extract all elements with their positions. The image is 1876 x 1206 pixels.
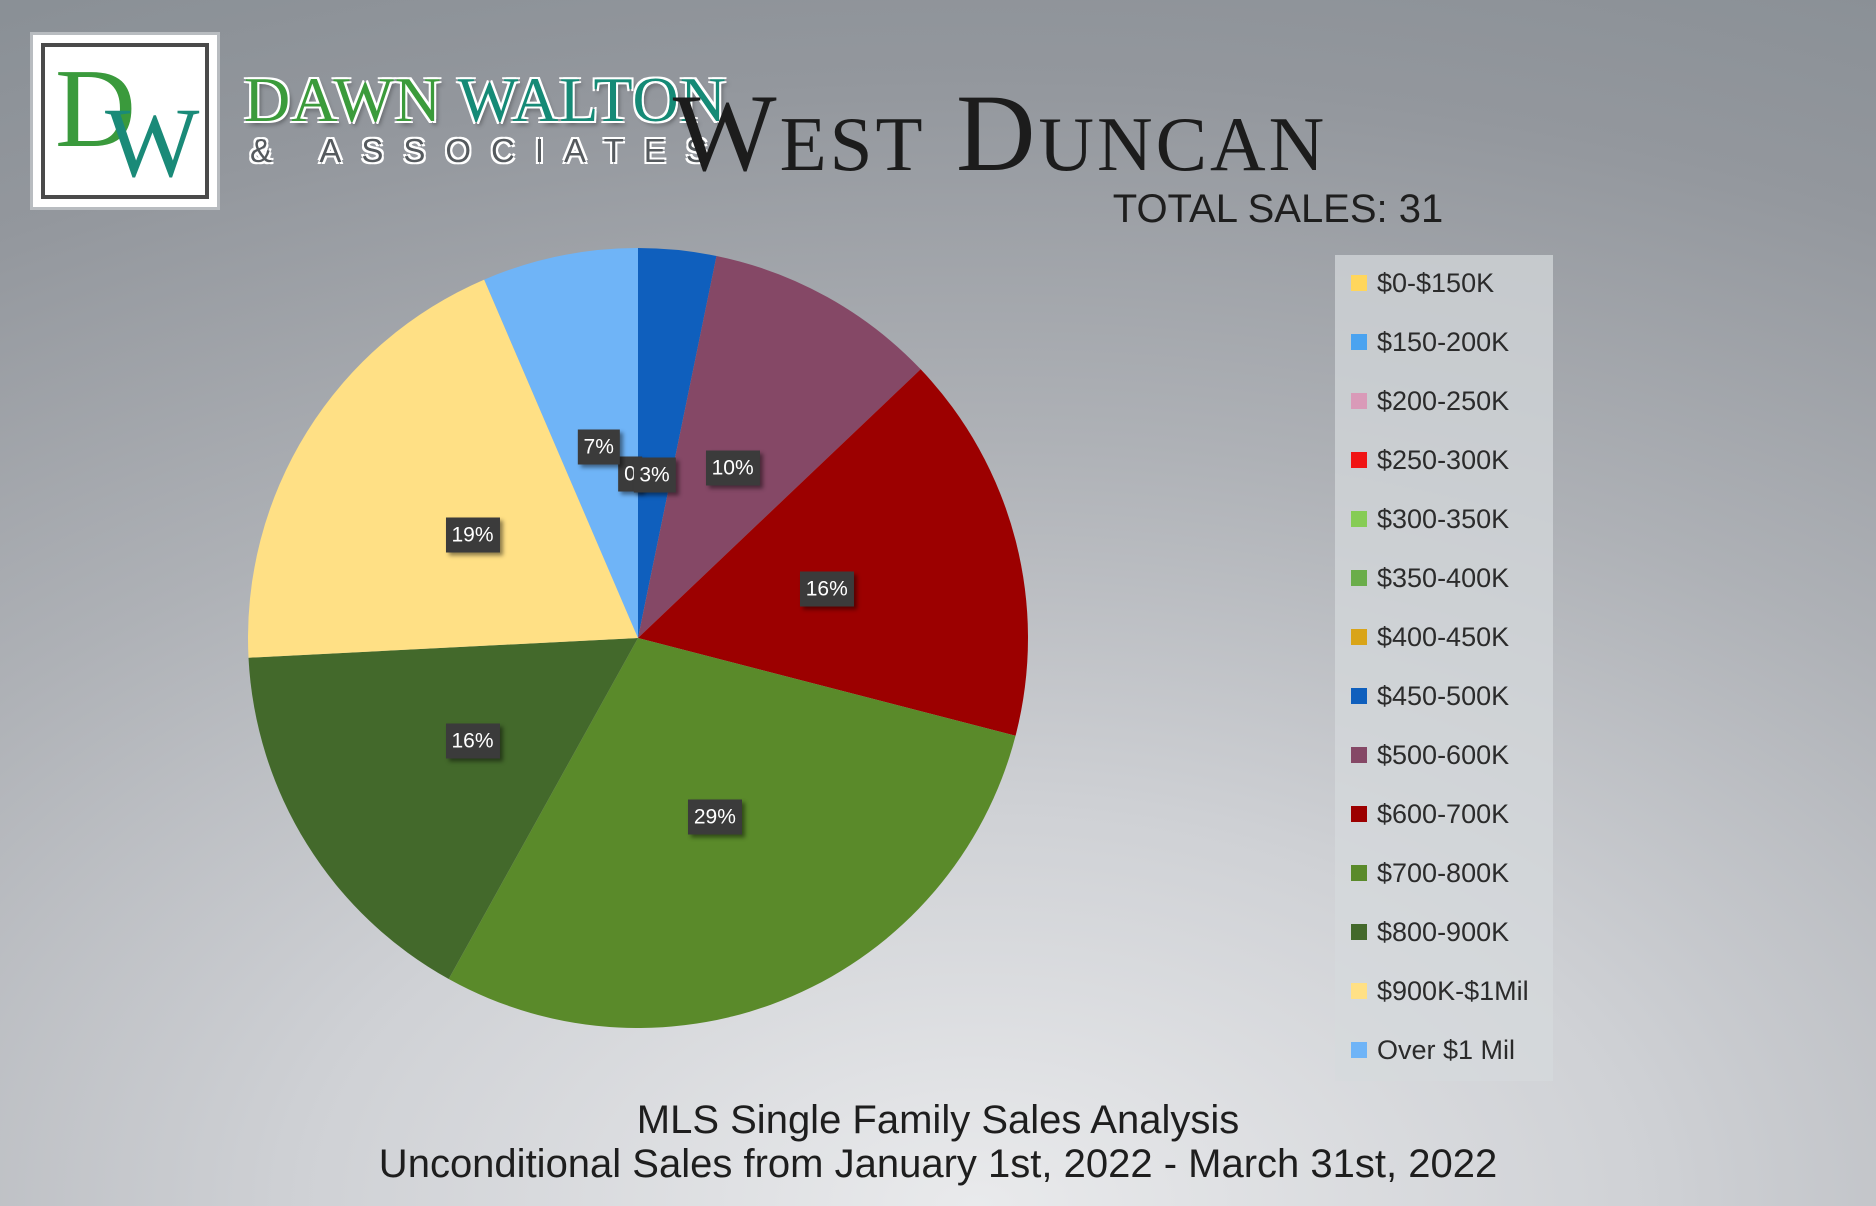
pie-slice-500-600k [638, 255, 921, 638]
pie-slice-800-900k [248, 638, 639, 979]
logo: D W [30, 32, 220, 210]
legend-label: $300-350K [1377, 503, 1510, 534]
pie-label-700-800k: 29% [687, 799, 742, 835]
legend-item-150-200k: $150-200K [1351, 327, 1509, 357]
pie-label-600-700k: 16% [799, 571, 854, 607]
legend-item-0-150k: $0-$150K [1351, 268, 1494, 298]
legend-swatch [1351, 747, 1367, 763]
chart-title: West Duncan [672, 72, 1328, 194]
footer-subtitle: MLS Single Family Sales Analysis [636, 1098, 1240, 1142]
legend-item-400-450k: $400-450K [1351, 622, 1509, 652]
pie-label-450-500k: 3% [633, 457, 676, 493]
brand-name-first: DAWN [244, 64, 458, 135]
legend-item-600-700k: $600-700K [1351, 799, 1509, 829]
legend-label: $450-500K [1377, 680, 1510, 711]
legend-label: $250-300K [1377, 444, 1510, 475]
chart-legend: $0-$150K $150-200K $200-250K $250-300K $300-… [1335, 255, 1553, 1081]
legend-item-350-400k: $350-400K [1351, 563, 1509, 593]
brand-name: DAWN WALTON [244, 68, 727, 132]
legend-swatch [1351, 688, 1367, 704]
pie-slice-over-1-mil [484, 248, 638, 638]
legend-swatch [1351, 983, 1367, 999]
pie-label-over-1-mil: 7% [577, 429, 620, 465]
legend-label: $0-$150K [1377, 267, 1495, 298]
legend-label: $700-800K [1377, 857, 1510, 888]
legend-label: $150-200K [1377, 326, 1510, 357]
legend-swatch [1351, 275, 1367, 291]
pie-label-500-600k: 10% [705, 450, 760, 485]
legend-item-900k-1mil: $900K-$1Mil [1351, 976, 1529, 1006]
legend-label: $350-400K [1377, 562, 1510, 593]
legend-swatch [1351, 570, 1367, 586]
legend-label: $200-250K [1377, 385, 1510, 416]
pie-slice-450-500k [638, 248, 717, 638]
logo-letter-w: W [105, 87, 200, 198]
legend-item-250-300k: $250-300K [1351, 445, 1509, 475]
legend-swatch [1351, 393, 1367, 409]
legend-swatch [1351, 924, 1367, 940]
legend-label: $500-600K [1377, 739, 1510, 770]
legend-item-over-1-mil: Over $1 Mil [1351, 1035, 1515, 1065]
legend-swatch [1351, 806, 1367, 822]
legend-swatch [1351, 511, 1367, 527]
legend-item-300-350k: $300-350K [1351, 504, 1509, 534]
brand-tagline: & ASSOCIATES [250, 132, 728, 169]
pie-label-900k-1mil: 19% [445, 517, 500, 553]
legend-item-500-600k: $500-600K [1351, 740, 1509, 770]
legend-label: $600-700K [1377, 798, 1510, 829]
brand-name-last: WALTON [457, 64, 727, 135]
legend-swatch [1351, 334, 1367, 350]
pie-label-800-900k: 16% [445, 723, 500, 759]
legend-item-450-500k: $450-500K [1351, 681, 1509, 711]
legend-swatch [1351, 629, 1367, 645]
legend-swatch [1351, 452, 1367, 468]
legend-item-200-250k: $200-250K [1351, 386, 1509, 416]
legend-item-700-800k: $700-800K [1351, 858, 1509, 888]
legend-label: $400-450K [1377, 621, 1510, 652]
pie-slice-900k-1mil [248, 279, 638, 658]
legend-label: $900K-$1Mil [1377, 975, 1529, 1006]
logo-frame: D W [41, 43, 209, 199]
legend-swatch [1351, 1042, 1367, 1058]
total-sales: TOTAL SALES: 31 [1112, 187, 1444, 231]
legend-swatch [1351, 865, 1367, 881]
legend-item-800-900k: $800-900K [1351, 917, 1509, 947]
logo-letter-d: D [55, 47, 136, 171]
legend-label: Over $1 Mil [1377, 1034, 1516, 1065]
legend-label: $800-900K [1377, 916, 1510, 947]
footer-date-range: Unconditional Sales from January 1st, 20… [378, 1142, 1498, 1186]
pie-slice-600-700k [638, 369, 1028, 736]
